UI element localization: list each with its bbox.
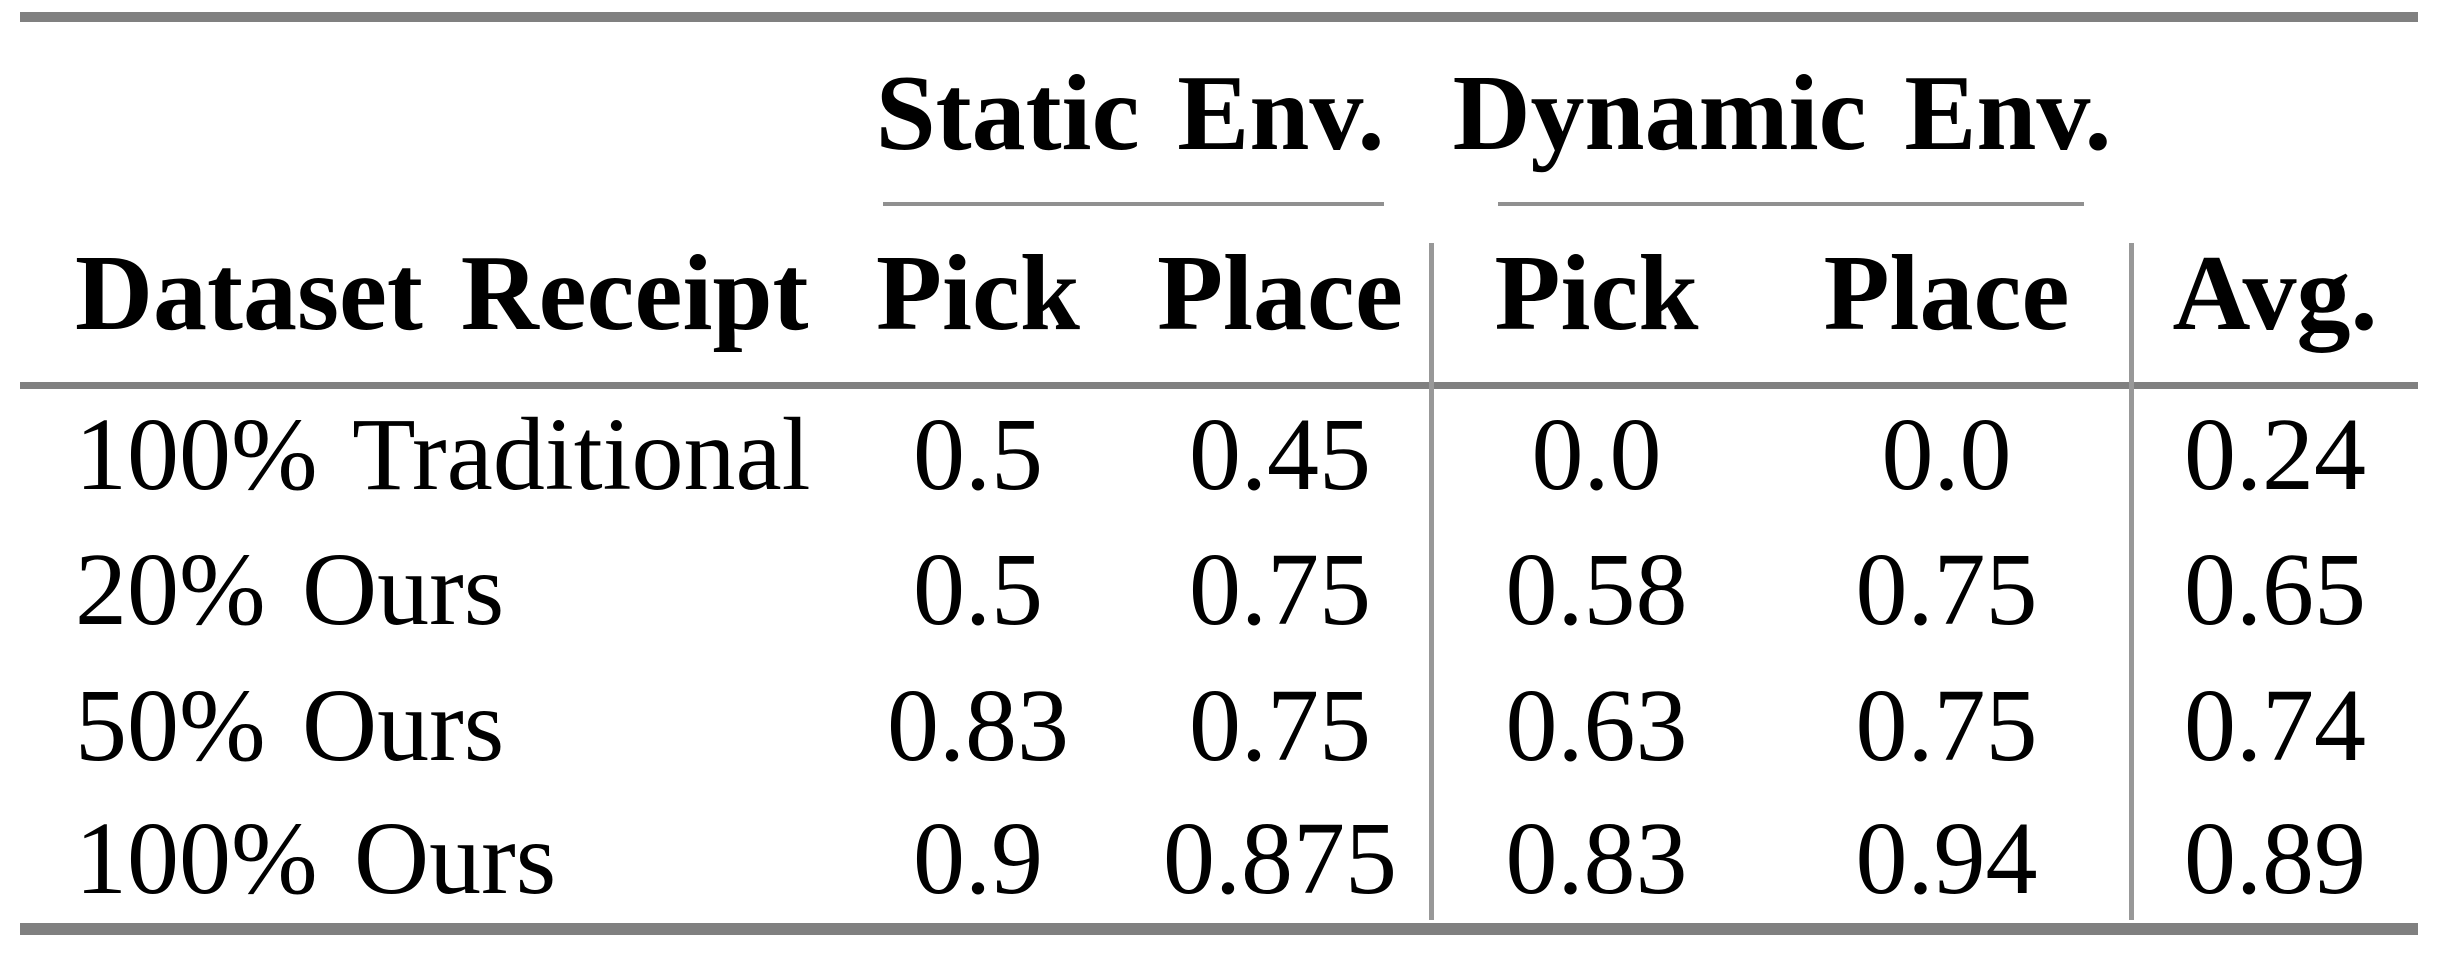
- cell-static-pick: 0.5: [828, 381, 1128, 521]
- cell-static-place: 0.45: [1128, 381, 1433, 521]
- cell-static-pick: 0.9: [913, 800, 1043, 916]
- table-row: 100% Ours 0.9 0.875 0.83 0.94 0.89: [20, 793, 2418, 929]
- spacer-cell: [20, 17, 828, 206]
- table-row: 20% Ours 0.5 0.75 0.58 0.75 0.65: [20, 521, 2418, 657]
- dynamic-env-label: Dynamic Env.: [1452, 54, 2112, 173]
- cell-dynamic-pick: 0.58: [1505, 531, 1688, 647]
- cell-static-place: 0.75: [1189, 667, 1371, 783]
- results-table: Static Env. Dynamic Env. Dataset Receipt…: [20, 12, 2419, 935]
- static-env-underline: [883, 202, 1385, 206]
- cell-static-pick: 0.83: [887, 667, 1069, 783]
- table-row: 100% Traditional 0.5 0.45 0.0 0.0 0.24: [20, 381, 2419, 521]
- cell-avg: 0.74: [2184, 667, 2367, 783]
- cell-static-place: 0.75: [1189, 531, 1371, 647]
- cell-static-place: 0.875: [1163, 800, 1397, 916]
- dynamic-env-underline: [1498, 202, 2085, 206]
- row-label-20-ours: 20% Ours: [75, 531, 505, 647]
- column-header-dynamic-pick: Pick: [1494, 233, 1699, 353]
- column-header-dataset-receipt: Dataset Receipt: [75, 233, 809, 353]
- column-header-static-place: Place: [1157, 233, 1403, 353]
- cell-dynamic-pick: 0.83: [1505, 800, 1688, 916]
- row-label-100-ours: 100% Ours: [75, 800, 557, 916]
- cell-avg: 0.24: [2132, 381, 2419, 521]
- dynamic-env-group-header: Dynamic Env.: [1432, 17, 2132, 206]
- cell-avg: 0.89: [2184, 800, 2367, 916]
- column-divider-dynamic-avg: [2129, 243, 2134, 920]
- static-env-label: Static Env.: [875, 54, 1385, 173]
- row-label-50-ours: 50% Ours: [75, 667, 505, 783]
- table-row: 50% Ours 0.83 0.75 0.63 0.75 0.74: [20, 657, 2418, 793]
- column-header-avg: Avg.: [2172, 233, 2378, 353]
- cell-dynamic-place: 0.75: [1855, 667, 2038, 783]
- cell-dynamic-place: 0.0: [1761, 381, 2133, 521]
- cell-dynamic-place: 0.94: [1855, 800, 2038, 916]
- column-header-row: Dataset Receipt Pick Place Pick Place Av…: [20, 206, 2418, 385]
- column-divider-static-dynamic: [1429, 243, 1434, 920]
- group-header-row: Static Env. Dynamic Env.: [20, 17, 2418, 206]
- row-label-100-traditional: 100% Traditional: [20, 381, 828, 521]
- cell-dynamic-place: 0.75: [1855, 531, 2038, 647]
- cell-dynamic-pick: 0.63: [1505, 667, 1688, 783]
- spacer-cell: [2132, 17, 2418, 206]
- cell-dynamic-pick: 0.0: [1432, 381, 1762, 521]
- column-header-static-pick: Pick: [876, 233, 1080, 353]
- results-table-wrap: Static Env. Dynamic Env. Dataset Receipt…: [20, 12, 2419, 935]
- static-env-group-header: Static Env.: [828, 17, 1432, 206]
- cell-avg: 0.65: [2184, 531, 2367, 647]
- column-header-dynamic-place: Place: [1823, 233, 2070, 353]
- cell-static-pick: 0.5: [913, 531, 1043, 647]
